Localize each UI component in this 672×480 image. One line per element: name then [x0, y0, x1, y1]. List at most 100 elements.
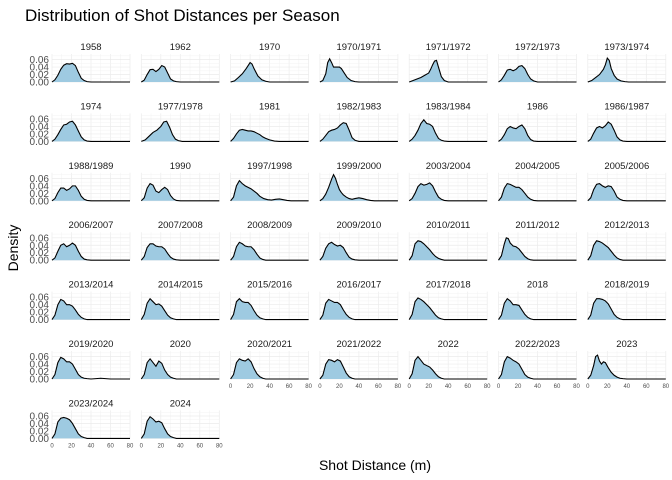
y-tick-label: 0.04	[30, 122, 50, 133]
y-tick-label: 0.04	[30, 360, 50, 371]
facet-panel-1970: 1970	[230, 42, 309, 83]
density-line	[51, 298, 130, 321]
x-tick-label: 0	[229, 384, 233, 390]
density-line	[319, 173, 398, 202]
density-area	[587, 121, 666, 142]
density-area	[587, 298, 666, 320]
density-line	[498, 124, 577, 142]
density-line	[51, 120, 130, 142]
density-line	[230, 128, 309, 142]
density-area	[498, 356, 577, 379]
density-line	[140, 357, 220, 380]
density-area	[409, 60, 488, 82]
facet-strip-label: 2019/2020	[69, 339, 114, 350]
x-tick-label: 20	[515, 384, 522, 390]
density-area	[52, 357, 130, 379]
density-line	[408, 182, 488, 202]
facet-strip-label: 2018	[527, 280, 548, 291]
facet-panel-2014-2015: 2014/2015	[140, 280, 220, 321]
x-tick-label: 80	[484, 384, 491, 390]
facet-panel-2019-2020: 2019/2020 0.000.020.040.06	[30, 339, 131, 386]
density-line	[319, 298, 398, 321]
y-tick-label: 0.06	[30, 293, 50, 304]
density-area	[409, 356, 488, 379]
density-line	[230, 297, 309, 321]
x-tick-label: 60	[643, 384, 650, 390]
y-tick-label: 0.06	[30, 115, 50, 126]
density-area	[319, 122, 398, 142]
density-area	[141, 243, 220, 261]
x-tick-label: 40	[534, 384, 541, 390]
density-area	[52, 243, 130, 261]
y-tick-label: 0.00	[30, 137, 50, 148]
facet-strip-label: 2011/2012	[515, 220, 559, 231]
density-line	[51, 356, 130, 380]
facet-strip-label: 1973/1974	[604, 42, 649, 53]
facet-panel-1972-1973: 1972/1973	[498, 42, 577, 83]
facet-strip-label: 1990	[170, 161, 191, 172]
facet-panel-1999-2000: 1999/2000	[319, 161, 399, 202]
facet-strip-label: 2020/2021	[247, 339, 292, 350]
x-tick-label: 60	[464, 384, 471, 390]
y-tick-label: 0.02	[30, 70, 50, 81]
facet-strip-label: 2012/2013	[604, 220, 649, 231]
y-tick-label: 0.02	[30, 189, 50, 200]
facet-panel-1971-1972: 1971/1972	[408, 42, 488, 83]
facet-panel-2017-2018: 2017/2018	[408, 280, 488, 321]
facet-strip-label: 1971/1972	[426, 42, 471, 53]
density-area	[52, 121, 130, 142]
density-line	[230, 358, 309, 380]
density-line	[319, 358, 398, 380]
y-tick-label: 0.06	[30, 55, 50, 66]
density-line	[498, 183, 577, 202]
density-line	[230, 61, 309, 83]
density-area	[587, 355, 666, 379]
facet-strip-label: 2006/2007	[69, 220, 114, 231]
facet-panel-2013-2014: 2013/2014 0.000.020.040.06	[30, 280, 131, 326]
density-line	[498, 64, 577, 83]
density-area	[52, 185, 130, 201]
y-tick-label: 0.02	[30, 367, 50, 378]
y-tick-label: 0.00	[30, 256, 50, 267]
density-line	[498, 297, 577, 321]
facet-panel-1986-1987: 1986/1987	[587, 101, 667, 142]
density-area	[141, 65, 220, 82]
density-area	[319, 174, 398, 201]
density-line	[498, 355, 577, 380]
density-line	[51, 242, 130, 261]
density-area	[141, 416, 220, 439]
density-area	[587, 240, 666, 261]
density-line	[230, 241, 309, 261]
facet-strip-label: 1982/1983	[336, 101, 381, 112]
facet-strip-label: 2015/2016	[247, 280, 292, 291]
density-line	[587, 56, 666, 83]
facet-panel-1962: 1962	[140, 42, 220, 83]
facet-panel-1986: 1986	[498, 101, 577, 142]
density-line	[408, 355, 488, 380]
facet-strip-label: 2010/2011	[426, 220, 470, 231]
x-tick-label: 0	[497, 384, 501, 390]
facet-panel-2022: 2022 0 20 40 60 80	[408, 339, 492, 390]
facet-strip-label: 2017/2018	[426, 280, 471, 291]
x-tick-label: 20	[247, 384, 254, 390]
x-tick-label: 0	[50, 443, 54, 449]
x-tick-label: 0	[318, 384, 322, 390]
density-line	[51, 416, 130, 439]
x-tick-label: 80	[395, 384, 402, 390]
x-tick-label: 40	[445, 384, 452, 390]
facet-panel-2020: 2020	[140, 339, 220, 380]
density-area	[319, 58, 398, 82]
facet-panel-2007-2008: 2007/2008	[140, 220, 220, 261]
density-line	[587, 121, 666, 142]
density-line	[51, 62, 130, 83]
facet-panel-2008-2009: 2008/2009	[230, 220, 309, 261]
facet-panel-1997-1998: 1997/1998	[230, 161, 309, 202]
density-line	[319, 57, 398, 83]
density-area	[587, 58, 666, 82]
facet-panel-2018: 2018	[498, 280, 577, 321]
density-area	[230, 298, 309, 320]
facet-strip-label: 1983/1984	[426, 101, 471, 112]
facet-panel-2004-2005: 2004/2005	[498, 161, 577, 202]
density-area	[230, 129, 309, 142]
